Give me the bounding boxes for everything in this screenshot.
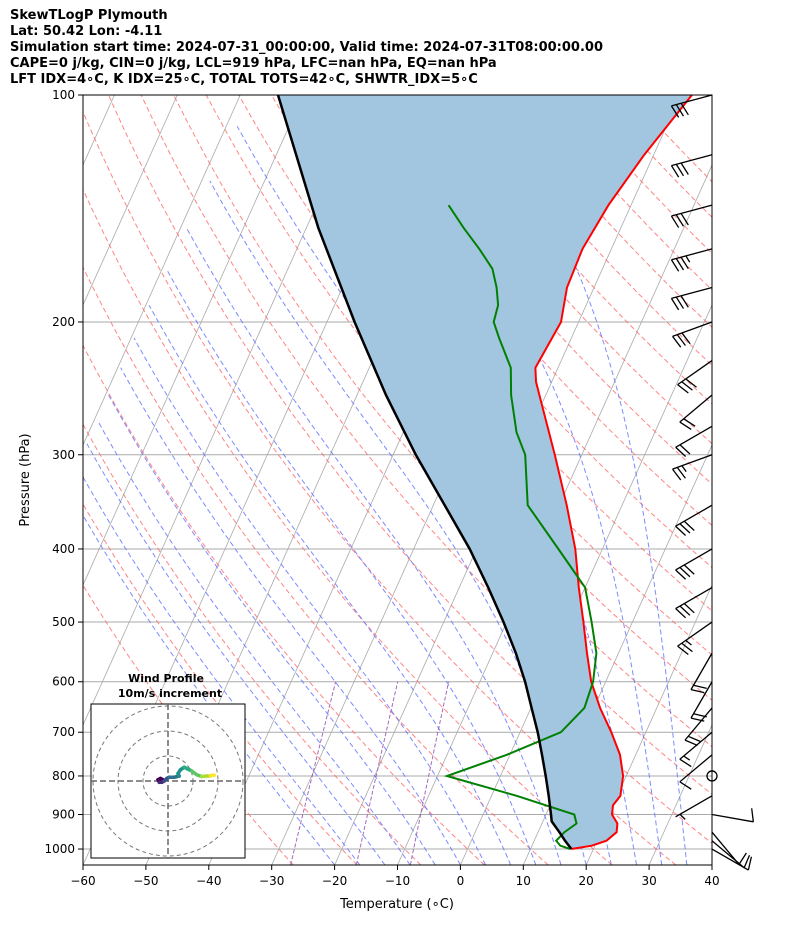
moist-adiabat bbox=[120, 367, 461, 865]
instability-fill bbox=[278, 95, 692, 849]
wind-barbs bbox=[670, 94, 755, 871]
dry-adiabat bbox=[108, 95, 712, 844]
wind-barb bbox=[711, 808, 755, 823]
y-tick-label: 400 bbox=[52, 542, 75, 556]
profile-lines bbox=[276, 95, 693, 850]
chart-title-indices-2: LFT IDX=4∘C, K IDX=25∘C, TOTAL TOTS=42∘C… bbox=[10, 72, 478, 87]
y-tick-label: 200 bbox=[52, 315, 75, 329]
y-tick-label: 100 bbox=[52, 88, 75, 102]
wind-barb bbox=[670, 204, 713, 228]
wind-barb bbox=[675, 548, 713, 580]
wind-barb bbox=[706, 770, 718, 782]
wind-barb bbox=[690, 681, 713, 722]
mixing-ratio-line bbox=[355, 681, 399, 865]
isotherm bbox=[397, 164, 712, 865]
y-tick-label: 900 bbox=[52, 808, 75, 822]
wind-barb bbox=[679, 731, 713, 768]
y-tick-label: 300 bbox=[52, 448, 75, 462]
y-tick-label: 700 bbox=[52, 725, 75, 739]
wind-barb bbox=[670, 94, 713, 118]
dry-adiabat bbox=[596, 95, 712, 218]
moist-adiabat bbox=[185, 227, 562, 865]
isotherm bbox=[83, 95, 241, 446]
wind-barb bbox=[675, 586, 713, 619]
y-tick-label: 500 bbox=[52, 615, 75, 629]
x-tick-label: 0 bbox=[457, 874, 465, 888]
moist-adiabat bbox=[97, 420, 411, 865]
x-tick-label: −60 bbox=[70, 874, 95, 888]
parcel-line bbox=[276, 95, 573, 850]
isotherm bbox=[83, 95, 367, 726]
dry-adiabat bbox=[83, 584, 294, 865]
temperature-line bbox=[534, 95, 693, 850]
moist-adiabat bbox=[209, 180, 587, 865]
hodograph-title: Wind Profile bbox=[128, 672, 204, 685]
x-tick-label: 30 bbox=[641, 874, 656, 888]
dry-adiabat bbox=[83, 503, 358, 865]
wind-barb bbox=[677, 360, 713, 394]
chart-title-coordinates: Lat: 50.42 Lon: -4.11 bbox=[10, 24, 163, 39]
y-axis-label: Pressure (hPa) bbox=[18, 433, 33, 526]
chart-title-times: Simulation start time: 2024-07-31_00:00:… bbox=[10, 40, 603, 55]
moist-adiabat bbox=[148, 304, 512, 865]
moist-adiabat bbox=[86, 443, 386, 865]
hodograph-subtitle: 10m/s increment bbox=[118, 687, 222, 700]
wind-barb bbox=[672, 321, 713, 348]
y-tick-label: 600 bbox=[52, 675, 75, 689]
wind-barb bbox=[670, 286, 713, 311]
y-tick-label: 1000 bbox=[44, 842, 75, 856]
isotherm bbox=[648, 724, 712, 865]
wind-barb bbox=[675, 425, 713, 458]
x-tick-label: 20 bbox=[579, 874, 594, 888]
moist-adiabat bbox=[479, 95, 688, 865]
hodograph-inset: Wind Profile 10m/s increment bbox=[90, 672, 246, 859]
y-tick-label: 800 bbox=[52, 769, 75, 783]
wind-barb bbox=[690, 652, 713, 694]
wind-barb bbox=[675, 795, 713, 820]
wind-barb bbox=[675, 504, 713, 536]
moist-adiabat bbox=[83, 514, 335, 865]
isotherm bbox=[460, 304, 712, 865]
isotherm bbox=[83, 95, 304, 586]
hodograph-plot bbox=[91, 704, 245, 858]
isotherm bbox=[711, 864, 712, 865]
x-tick-label: 40 bbox=[704, 874, 719, 888]
mixing-ratio-line bbox=[290, 681, 337, 865]
dry-adiabat bbox=[205, 95, 712, 701]
isotherm bbox=[83, 95, 178, 306]
x-tick-label: −20 bbox=[322, 874, 347, 888]
dry-adiabat bbox=[173, 95, 712, 748]
dry-adiabat bbox=[83, 266, 549, 865]
moist-adiabat bbox=[108, 394, 436, 865]
wind-barb bbox=[670, 248, 713, 272]
moist-adiabat bbox=[83, 475, 361, 865]
wind-barb bbox=[677, 621, 713, 655]
x-tick-label: 10 bbox=[516, 874, 531, 888]
wind-barb bbox=[684, 707, 713, 747]
x-tick-label: −40 bbox=[196, 874, 221, 888]
chart-title-location: SkewTLogP Plymouth bbox=[10, 8, 168, 23]
x-tick-label: −50 bbox=[133, 874, 158, 888]
mixing-ratio-line bbox=[409, 681, 450, 865]
wind-barb bbox=[711, 848, 753, 871]
axes: −60 −50 −40 −30 −20 −10 0 10 20 30 40 100 200 300 400 5… bbox=[44, 88, 719, 888]
x-axis-label: Temperature (∘C) bbox=[339, 897, 454, 912]
isotherm bbox=[775, 95, 794, 865]
wind-barb bbox=[672, 454, 713, 481]
x-tick-label: −30 bbox=[259, 874, 284, 888]
wind-barb bbox=[670, 154, 713, 178]
wind-barb bbox=[679, 394, 713, 430]
x-tick-label: −10 bbox=[385, 874, 410, 888]
chart-title-indices-1: CAPE=0 j/kg, CIN=0 j/kg, LCL=919 hPa, LF… bbox=[10, 56, 497, 71]
wind-barb bbox=[679, 754, 713, 790]
dewpoint-line bbox=[443, 204, 598, 850]
wind-barb bbox=[711, 831, 747, 865]
